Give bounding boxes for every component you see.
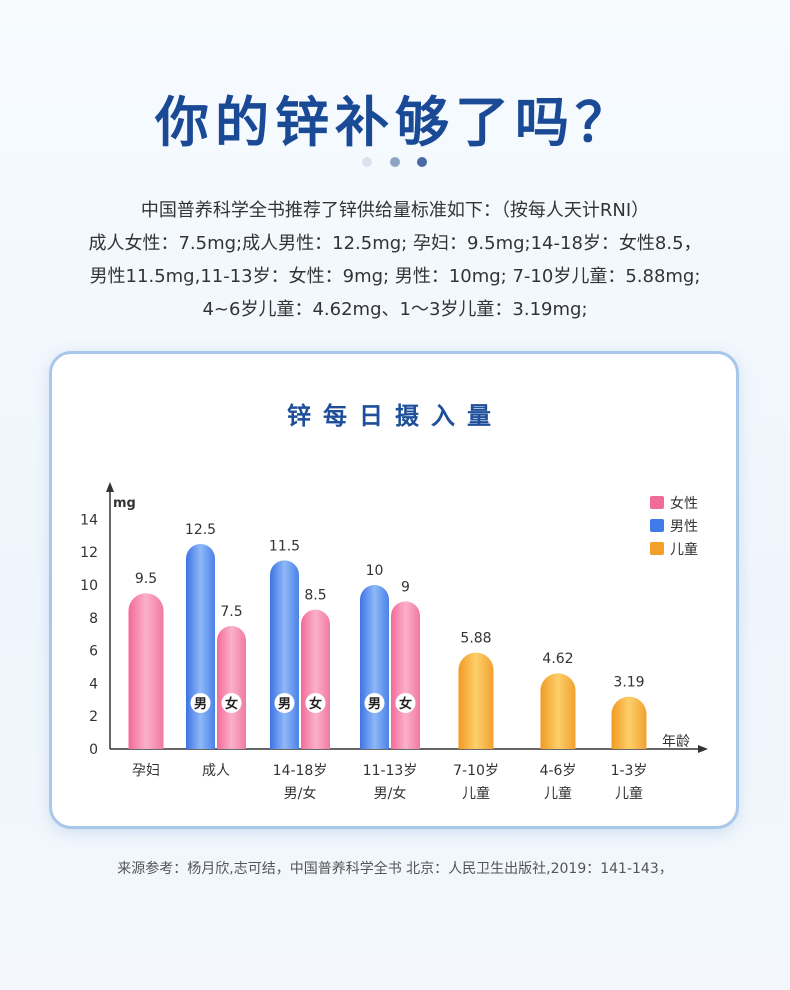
legend-swatch xyxy=(650,519,664,532)
bar xyxy=(301,609,330,749)
bar xyxy=(360,585,389,749)
pagination-dots xyxy=(360,157,430,169)
source-note: 来源参考：杨月欣,志可结，中国普养科学全书 北京：人民卫生出版社,2019：14… xyxy=(117,861,673,877)
intro-line-1: 中国普养科学全书推荐了锌供给量标准如下：（按每人天计RNI） xyxy=(140,200,650,221)
x-tick-label: 孕妇 xyxy=(132,762,160,779)
bar xyxy=(391,601,420,749)
gender-badge-label: 女 xyxy=(309,696,322,712)
chart-title: 锌每日摄入量 xyxy=(287,402,503,430)
legend-label: 男性 xyxy=(670,519,698,535)
gender-badge xyxy=(221,693,242,713)
x-tick-label: 7-10岁 xyxy=(453,763,499,779)
x-tick-label: 成人 xyxy=(202,763,230,779)
bar-value-label: 11.5 xyxy=(269,538,300,554)
y-tick-label: 6 xyxy=(89,644,98,660)
bar-value-label: 12.5 xyxy=(185,522,216,538)
y-tick-label: 8 xyxy=(89,611,98,627)
x-tick-label: 儿童 xyxy=(615,785,643,802)
legend-label: 女性 xyxy=(670,495,698,512)
gender-badge xyxy=(274,693,295,713)
x-tick-label: 儿童 xyxy=(462,785,490,802)
intro-line-2: 成人女性：7.5mg;成人男性：12.5mg; 孕妇：9.5mg;14-18岁：… xyxy=(88,233,702,254)
bar xyxy=(611,696,647,749)
x-tick-label: 4-6岁 xyxy=(540,763,577,779)
dot-3 xyxy=(417,157,427,167)
gender-badge-label: 男 xyxy=(194,697,207,712)
x-axis-label: 年龄 xyxy=(662,734,690,750)
gender-badge-label: 男 xyxy=(368,697,381,712)
intro-line-4: 4~6岁儿童：4.62mg、1～3岁儿童：3.19mg; xyxy=(202,299,588,320)
x-tick-label: 11-13岁 xyxy=(363,763,418,779)
bar xyxy=(458,652,494,749)
y-tick-label: 2 xyxy=(89,709,98,725)
y-tick-label: 10 xyxy=(80,578,98,594)
gender-badge-label: 女 xyxy=(399,696,412,712)
bar-value-label: 4.62 xyxy=(542,651,573,667)
y-tick-label: 12 xyxy=(80,545,98,561)
x-tick-label: 1-3岁 xyxy=(611,763,648,779)
x-tick-label: 男/女 xyxy=(374,785,407,802)
intro-text: 中国普养科学全书推荐了锌供给量标准如下：（按每人天计RNI） 成人女性：7.5m… xyxy=(40,194,750,326)
gender-badge xyxy=(305,693,326,713)
legend-label: 儿童 xyxy=(670,541,698,558)
bar xyxy=(217,626,246,749)
dot-1 xyxy=(362,157,372,167)
bar xyxy=(270,560,299,749)
bar xyxy=(186,544,215,749)
bar-value-label: 7.5 xyxy=(220,604,242,620)
y-tick-label: 4 xyxy=(89,676,98,692)
x-axis-arrow xyxy=(698,745,708,753)
page-title: 你的锌补够了吗？ xyxy=(155,91,635,154)
bar-value-label: 10 xyxy=(366,563,384,579)
x-tick-label: 男/女 xyxy=(284,785,317,802)
bar-value-label: 5.88 xyxy=(460,631,491,647)
bar-value-label: 9.5 xyxy=(135,571,157,587)
bar-value-label: 8.5 xyxy=(304,588,326,604)
y-tick-label: 0 xyxy=(89,742,98,758)
gender-badge xyxy=(364,693,385,713)
gender-badge-label: 女 xyxy=(225,696,238,712)
intro-line-3: 男性11.5mg,11-13岁：女性：9mg; 男性：10mg; 7-10岁儿童… xyxy=(89,266,701,287)
dot-2 xyxy=(390,157,400,167)
y-axis-label: mg xyxy=(113,496,136,511)
x-tick-label: 儿童 xyxy=(544,785,572,802)
bar xyxy=(540,673,576,749)
legend-swatch xyxy=(650,496,664,509)
y-axis-arrow xyxy=(106,482,114,492)
bar xyxy=(128,593,164,749)
bar-value-label: 9 xyxy=(401,579,410,595)
x-tick-label: 14-18岁 xyxy=(273,763,328,779)
gender-badge xyxy=(395,693,416,713)
y-tick-label: 14 xyxy=(80,512,98,528)
legend-swatch xyxy=(650,542,664,555)
gender-badge-label: 男 xyxy=(278,697,291,712)
bar-value-label: 3.19 xyxy=(613,675,644,691)
gender-badge xyxy=(190,693,211,713)
